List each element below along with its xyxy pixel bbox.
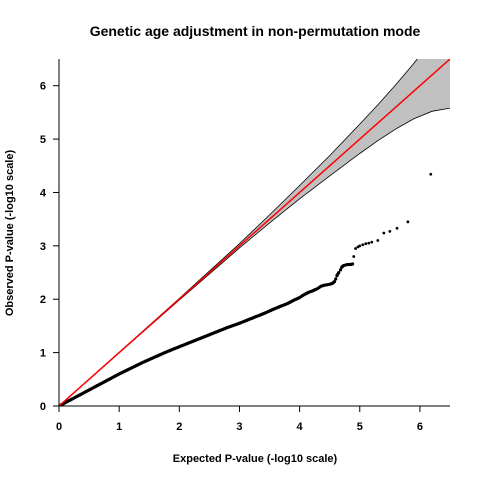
data-point	[367, 241, 371, 245]
data-point	[429, 172, 433, 176]
confidence-band-upper	[59, 59, 418, 406]
x-tick-label: 3	[236, 421, 242, 433]
data-point	[334, 277, 338, 281]
y-tick-label: 1	[40, 348, 46, 360]
plot-area	[59, 59, 450, 406]
x-tick-label: 0	[56, 421, 62, 433]
reference-line	[59, 59, 450, 406]
x-tick-label: 2	[176, 421, 182, 433]
data-point	[350, 262, 355, 266]
y-tick-label: 5	[40, 134, 46, 146]
confidence-band-lower	[59, 107, 450, 406]
data-point	[382, 231, 386, 235]
y-tick-label: 2	[40, 294, 46, 306]
y-tick-label: 6	[40, 81, 46, 93]
y-tick-label: 3	[40, 241, 46, 253]
data-point	[406, 220, 410, 224]
data-point	[338, 268, 343, 272]
x-tick-label: 4	[297, 421, 304, 433]
x-axis-label: Expected P-value (-log10 scale)	[173, 453, 338, 465]
data-point	[352, 255, 356, 258]
x-tick-label: 6	[417, 421, 423, 433]
data-point	[370, 240, 374, 244]
data-point	[337, 270, 341, 275]
data-point	[354, 247, 357, 250]
confidence-band	[59, 59, 450, 406]
data-point	[376, 239, 380, 242]
data-point	[361, 243, 365, 247]
data-point	[388, 230, 392, 233]
data-point	[358, 244, 362, 248]
chart-title: Genetic age adjustment in non-permutatio…	[90, 23, 421, 39]
x-tick-label: 5	[357, 421, 363, 433]
y-tick-label: 4	[40, 187, 47, 199]
x-tick-label: 1	[116, 421, 122, 433]
data-point	[395, 226, 399, 230]
data-point	[364, 242, 368, 246]
data-point	[332, 280, 337, 284]
y-axis-label: Observed P-value (-log10 scale)	[4, 150, 16, 317]
y-tick-label: 0	[40, 401, 46, 413]
